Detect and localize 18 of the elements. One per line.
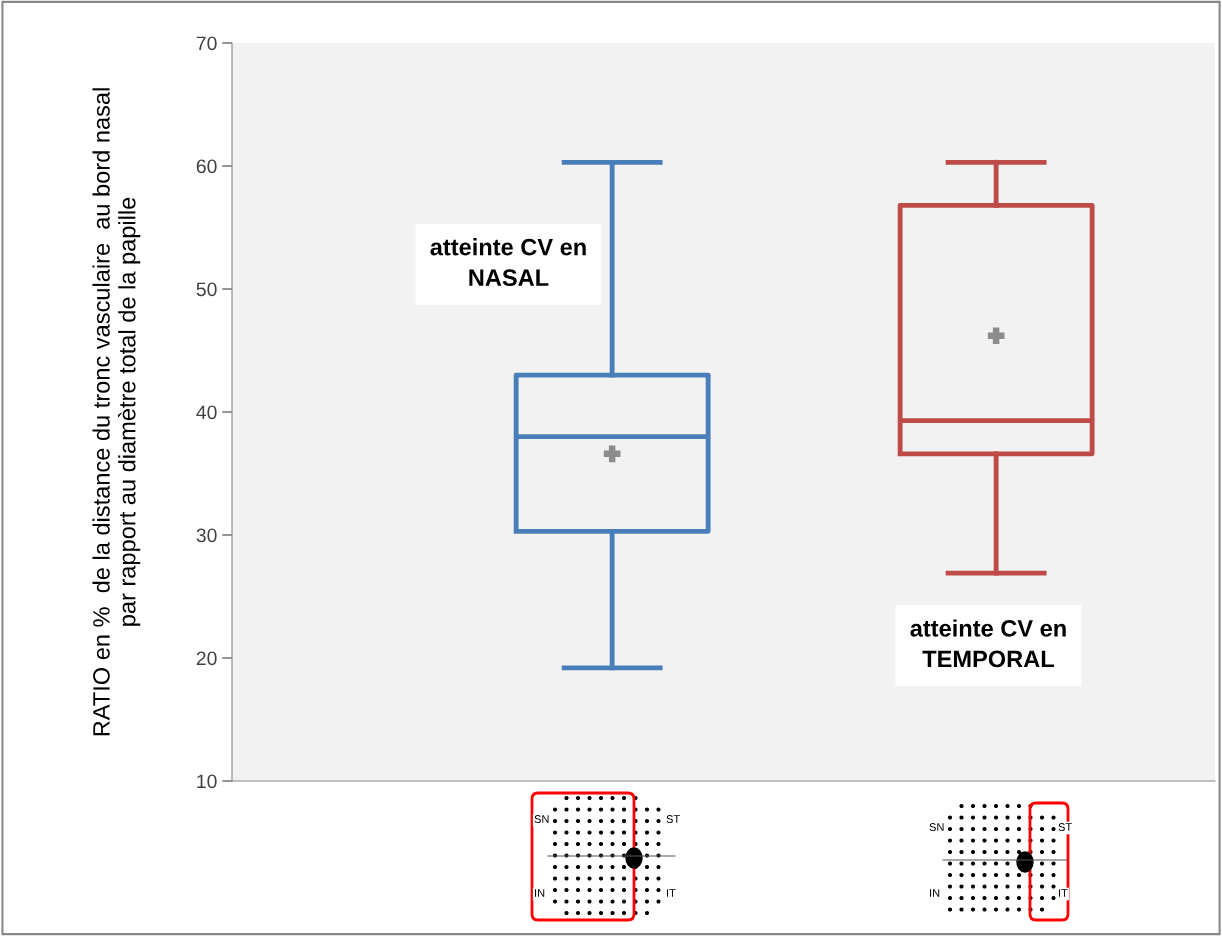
text: ST xyxy=(666,815,680,823)
y-tick-label: 30 xyxy=(196,528,217,543)
text: IT xyxy=(667,889,676,897)
y-tick-label: 60 xyxy=(196,159,217,174)
y-tick-label: 20 xyxy=(196,651,217,666)
text: IN xyxy=(930,889,940,897)
annotation: atteinte CV en TEMPORAL xyxy=(910,619,1066,668)
y-tick-label: 40 xyxy=(196,405,217,420)
annotation: atteinte CV en NASAL xyxy=(430,238,586,287)
text: SN xyxy=(929,823,944,831)
text: SN xyxy=(534,815,549,823)
text: IT xyxy=(1059,889,1068,897)
y-tick-label: 10 xyxy=(197,774,217,789)
y-tick-label: 70 xyxy=(196,36,217,51)
text: IN xyxy=(535,889,545,897)
y-axis-title: RATIO en % de la distance du tronc vasculaire au bord nasal par rapport au diamètre total de la papille xyxy=(92,88,141,736)
text: ST xyxy=(1058,823,1072,831)
y-tick-label: 50 xyxy=(196,282,217,297)
